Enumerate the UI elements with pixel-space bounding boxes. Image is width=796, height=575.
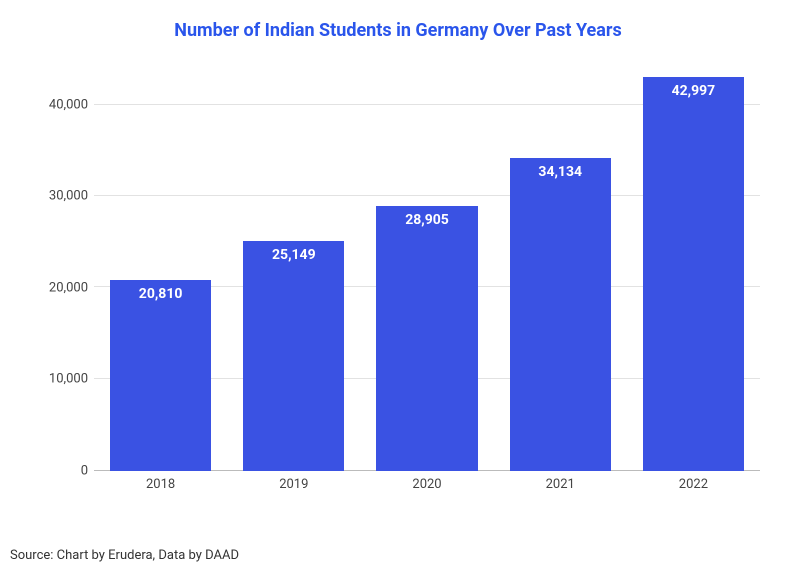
x-category-label: 2021	[494, 477, 627, 492]
plot-area: 0 10,000 20,000 30,000 40,000 20,810 25,149 28…	[36, 59, 760, 499]
bar: 25,149	[243, 241, 344, 471]
bar-slot: 34,134	[494, 59, 627, 471]
bar: 34,134	[510, 158, 611, 471]
bar-value-label: 25,149	[243, 247, 344, 263]
y-tick-label: 40,000	[36, 97, 88, 112]
bar: 20,810	[110, 280, 211, 471]
bar-slot: 42,997	[627, 59, 760, 471]
source-caption: Source: Chart by Erudera, Data by DAAD	[10, 548, 239, 563]
bar-value-label: 34,134	[510, 164, 611, 180]
x-axis: 20182019202020212022	[94, 471, 760, 499]
y-tick-label: 30,000	[36, 189, 88, 204]
bar-value-label: 20,810	[110, 286, 211, 302]
bar-value-label: 42,997	[643, 83, 744, 99]
bars-group: 20,810 25,149 28,905 34,134 42,997	[94, 59, 760, 471]
chart-container: Number of Indian Students in Germany Ove…	[0, 0, 796, 575]
bar: 28,905	[376, 206, 477, 471]
y-tick-label: 10,000	[36, 372, 88, 387]
y-tick-label: 20,000	[36, 280, 88, 295]
bar-slot: 20,810	[94, 59, 227, 471]
bar-slot: 25,149	[227, 59, 360, 471]
x-category-label: 2022	[627, 477, 760, 492]
x-category-label: 2020	[360, 477, 493, 492]
bar-slot: 28,905	[360, 59, 493, 471]
y-tick-label: 0	[36, 464, 88, 479]
x-category-label: 2019	[227, 477, 360, 492]
chart-title: Number of Indian Students in Germany Ove…	[36, 20, 760, 41]
x-category-label: 2018	[94, 477, 227, 492]
bar-value-label: 28,905	[376, 212, 477, 228]
y-axis: 010,00020,00030,00040,000	[36, 59, 94, 471]
bar: 42,997	[643, 77, 744, 471]
